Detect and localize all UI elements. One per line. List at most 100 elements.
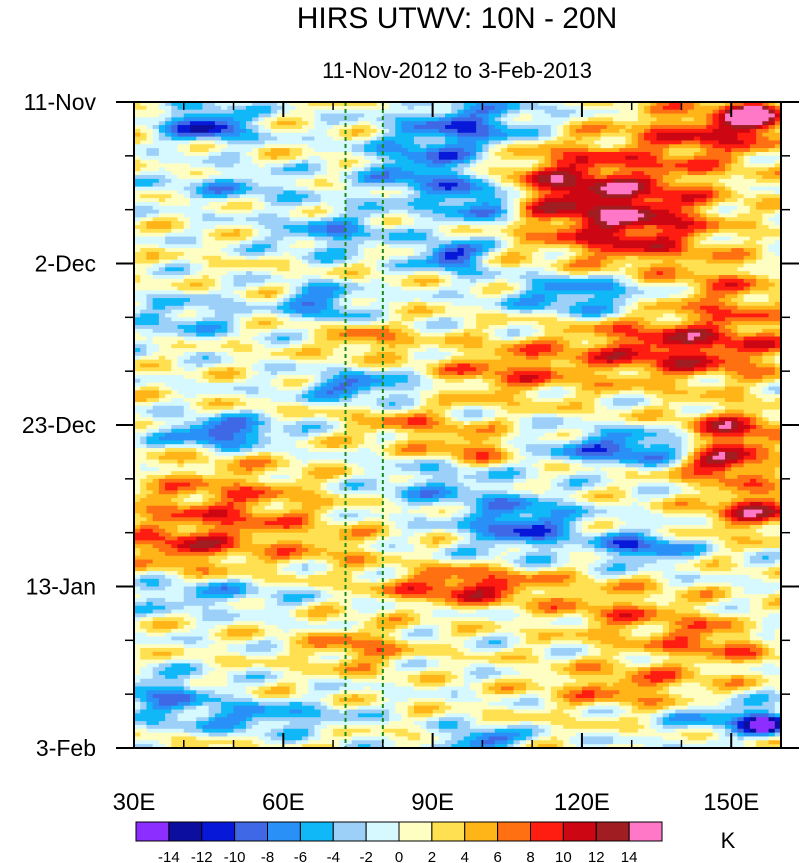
heat-cell	[277, 109, 284, 115]
heat-cell	[171, 182, 179, 188]
heat-cell	[245, 259, 253, 265]
heat-cell	[681, 190, 689, 195]
heat-cell	[569, 209, 577, 215]
heat-cell	[588, 217, 595, 222]
heat-cell	[600, 113, 608, 118]
heat-cell	[140, 248, 148, 253]
heat-cell	[140, 167, 148, 172]
heat-cell	[712, 102, 720, 107]
heat-cell	[488, 159, 496, 165]
heat-cell	[401, 175, 409, 180]
heat-cell	[457, 244, 465, 249]
heat-cell	[314, 148, 322, 153]
heat-cell	[227, 267, 235, 272]
heat-cell	[239, 171, 247, 176]
heat-cell	[345, 259, 353, 265]
heat-cell	[725, 255, 732, 261]
heat-cell	[482, 248, 490, 253]
heat-cell	[146, 271, 154, 276]
heat-cell	[557, 190, 564, 195]
heat-cell	[469, 148, 477, 153]
heat-cell	[675, 225, 683, 230]
heat-cell	[706, 244, 714, 249]
heat-cell	[140, 201, 148, 207]
heat-cell	[196, 167, 204, 172]
heat-cell	[488, 171, 496, 176]
heat-cell	[432, 171, 440, 176]
heat-cell	[420, 255, 427, 261]
heat-cell	[376, 132, 384, 138]
heat-cell	[650, 209, 658, 215]
heat-cell	[202, 282, 210, 288]
heat-cell	[351, 278, 359, 284]
heat-cell	[196, 225, 204, 230]
heat-cell	[146, 240, 154, 245]
heat-cell	[613, 171, 620, 176]
heat-cell	[550, 221, 558, 226]
heat-cell	[681, 213, 689, 218]
heat-cell	[183, 213, 191, 218]
heat-cell	[301, 282, 309, 288]
heat-cell	[202, 128, 210, 134]
heat-cell	[345, 209, 353, 215]
heat-cell	[501, 240, 508, 245]
heat-cell	[594, 102, 602, 107]
heat-cell	[756, 225, 763, 230]
heat-cell	[177, 225, 185, 230]
heat-cell	[239, 121, 247, 126]
heat-cell	[445, 132, 452, 138]
heat-cell	[252, 282, 260, 288]
heat-cell	[594, 244, 602, 249]
heat-cell	[389, 102, 396, 107]
heat-cell	[718, 163, 726, 168]
heat-cell	[339, 201, 347, 207]
heat-cell	[457, 275, 465, 280]
heat-cell	[712, 251, 720, 257]
heat-cell	[700, 275, 707, 280]
heat-cell	[494, 105, 502, 111]
heat-cell	[420, 132, 427, 138]
heat-cell	[581, 248, 589, 253]
heat-cell	[295, 278, 303, 284]
heat-cell	[432, 251, 440, 257]
heat-cell	[525, 175, 533, 180]
heat-cell	[245, 213, 253, 218]
heat-cell	[501, 151, 508, 157]
heat-cell	[146, 282, 154, 288]
heat-cell	[134, 128, 141, 134]
heat-cell	[575, 267, 583, 272]
heat-cell	[650, 125, 658, 130]
heat-cell	[669, 102, 676, 107]
heat-cell	[333, 167, 340, 172]
heat-cell	[544, 244, 552, 249]
heat-cell	[731, 205, 739, 211]
heat-cell	[333, 136, 340, 142]
heat-cell	[401, 251, 409, 257]
heat-cell	[774, 244, 781, 249]
heat-cell	[432, 194, 440, 199]
heat-cell	[407, 232, 415, 238]
heat-cell	[438, 263, 446, 268]
heat-cell	[538, 213, 546, 218]
heat-cell	[731, 228, 739, 234]
heat-cell	[395, 217, 403, 222]
heat-cell	[395, 136, 403, 142]
heat-cell	[675, 209, 683, 215]
heat-cell	[140, 105, 148, 111]
heat-cell	[451, 201, 459, 207]
heat-cell	[625, 136, 633, 142]
heat-cell	[389, 151, 396, 157]
heat-cell	[756, 132, 763, 138]
heat-cell	[569, 194, 577, 199]
heat-cell	[538, 171, 546, 176]
heat-cell	[544, 109, 552, 115]
heat-cell	[370, 225, 378, 230]
heat-cell	[669, 117, 676, 122]
heat-cell	[625, 190, 633, 195]
heat-cell	[687, 148, 695, 153]
heat-cell	[637, 271, 645, 276]
heat-cell	[731, 194, 739, 199]
heat-cell	[575, 213, 583, 218]
heat-cell	[718, 271, 726, 276]
heat-cell	[625, 201, 633, 207]
